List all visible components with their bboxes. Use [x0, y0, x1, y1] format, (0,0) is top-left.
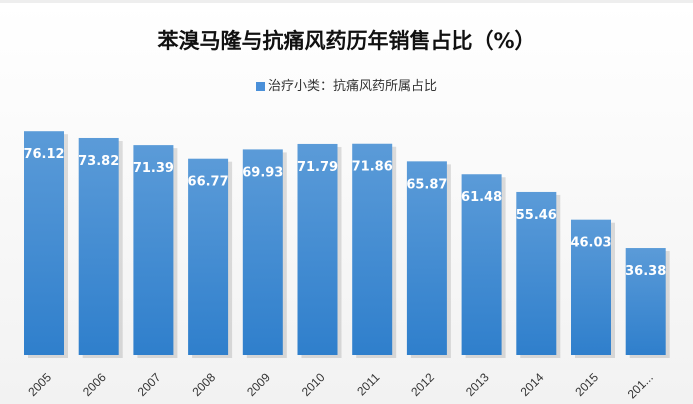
x-tick-label: 2010 [299, 370, 328, 399]
bar-2010 [297, 143, 338, 355]
data-label: 46.03 [570, 236, 611, 251]
bar-2013 [461, 174, 502, 355]
legend-swatch [255, 82, 265, 91]
x-tick-label: 2006 [80, 370, 109, 399]
data-label: 71.79 [297, 160, 338, 175]
data-label: 71.86 [352, 160, 393, 175]
data-label: 71.39 [133, 161, 174, 176]
bar-2008 [188, 158, 229, 355]
x-tick-label: 201... [625, 370, 656, 401]
legend: 治疗小类：抗痛风药所属占比 [0, 75, 693, 94]
x-tick-label: 2012 [408, 370, 437, 399]
x-tick-label: 2015 [572, 370, 601, 399]
bar-2006 [78, 137, 119, 355]
chart-title: 苯溴马隆与抗痛风药历年销售占比（%） [157, 29, 536, 53]
x-tick-label: 2009 [244, 370, 273, 399]
bar-2009 [242, 149, 283, 355]
bar-2007 [133, 145, 174, 355]
x-tick-label: 2013 [463, 370, 492, 399]
data-label: 65.87 [406, 177, 447, 192]
bar-2015 [571, 219, 611, 355]
bar-2014 [516, 191, 557, 355]
bar-2011 [352, 143, 393, 355]
x-tick-label: 2007 [135, 370, 164, 399]
x-tick-label: 2011 [354, 370, 382, 398]
data-label: 66.77 [188, 175, 229, 190]
data-label: 76.12 [23, 147, 64, 162]
data-label: 69.93 [242, 165, 283, 180]
x-tick-label: 2008 [189, 370, 218, 399]
bar-2012 [406, 161, 447, 355]
legend-label: 治疗小类：抗痛风药所属占比 [267, 79, 437, 94]
data-label: 61.48 [461, 190, 502, 205]
data-label: 55.46 [516, 208, 557, 223]
bar-2005 [24, 131, 64, 355]
data-label: 36.38 [625, 264, 666, 279]
x-tick-label: 2014 [518, 370, 547, 399]
bar-201... [625, 248, 666, 355]
x-tick-label: 2005 [25, 370, 54, 399]
data-label: 73.82 [78, 154, 119, 169]
